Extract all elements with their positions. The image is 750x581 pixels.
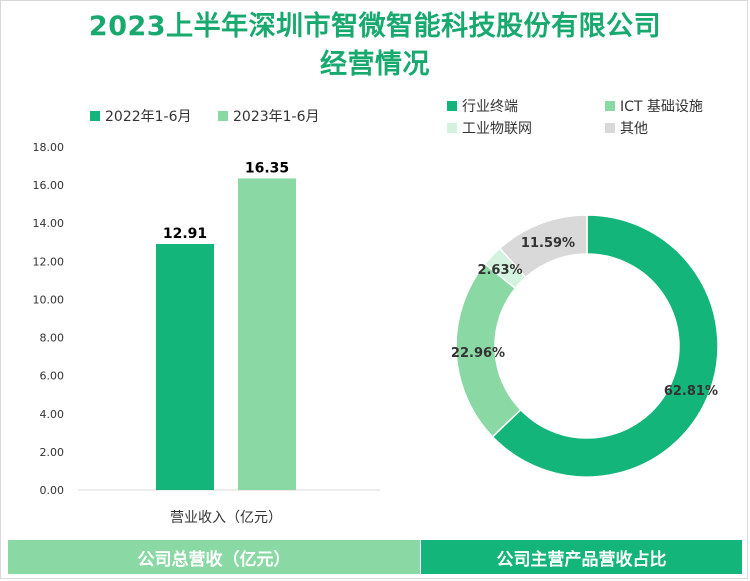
y-tick-label: 16.00 [33,179,65,192]
legend-swatch-other [605,123,615,133]
donut-label-terminal: 62.81% [664,384,718,399]
y-tick-label: 0.00 [40,484,65,497]
y-tick-label: 18.00 [33,141,65,154]
donut-chart [455,214,719,478]
y-tick-label: 6.00 [40,370,65,383]
bar-2022 [156,243,214,490]
bar-2023 [238,178,296,491]
legend-swatch-terminal [447,101,457,111]
donut-label-iot: 2.63% [477,263,522,278]
legend-swatch-iot [447,123,457,133]
donut-slice-other [498,214,588,279]
donut-slice-terminal [491,214,719,478]
y-tick-label: 4.00 [40,408,65,421]
legend-swatch-2022 [90,111,100,121]
y-axis: 0.00 2.00 4.00 6.00 8.00 10.00 12.00 14.00 16.00… [33,141,65,497]
title-line-1: 2023上半年深圳市智微智能科技股份有限公司 [88,11,662,42]
legend-label-terminal: 行业终端 [462,99,518,115]
legend-label-other: 其他 [620,121,648,137]
y-tick-label: 14.00 [33,217,65,230]
y-tick-label: 10.00 [33,293,65,306]
footer-right-banner: 公司主营产品营收占比 [421,540,742,574]
bar-value-label-2023: 16.35 [245,160,289,176]
y-tick-label: 8.00 [40,332,65,345]
legend-swatch-2023 [218,111,228,121]
bar-value-label-2022: 12.91 [163,226,207,242]
x-axis-category-label: 营业收入（亿元） [170,510,282,526]
page-title: 2023上半年深圳市智微智能科技股份有限公司 经营情况 [0,8,750,84]
legend-label-2022: 2022年1-6月 [105,109,192,125]
y-tick-label: 2.00 [40,446,65,459]
title-line-2: 经营情况 [320,49,430,80]
donut-label-ict: 22.96% [451,346,505,361]
footer-left-banner: 公司总营收（亿元） [8,540,420,574]
donut-label-other: 11.59% [521,236,575,251]
legend-label-2023: 2023年1-6月 [233,109,320,125]
bar-legend: 2022年1-6月 2023年1-6月 [90,109,320,125]
legend-label-iot: 工业物联网 [462,121,532,137]
donut-legend: 行业终端 ICT 基础设施 工业物联网 其他 [447,98,703,137]
y-tick-label: 12.00 [33,255,65,268]
legend-swatch-ict [605,101,615,111]
legend-label-ict: ICT 基础设施 [620,98,703,115]
